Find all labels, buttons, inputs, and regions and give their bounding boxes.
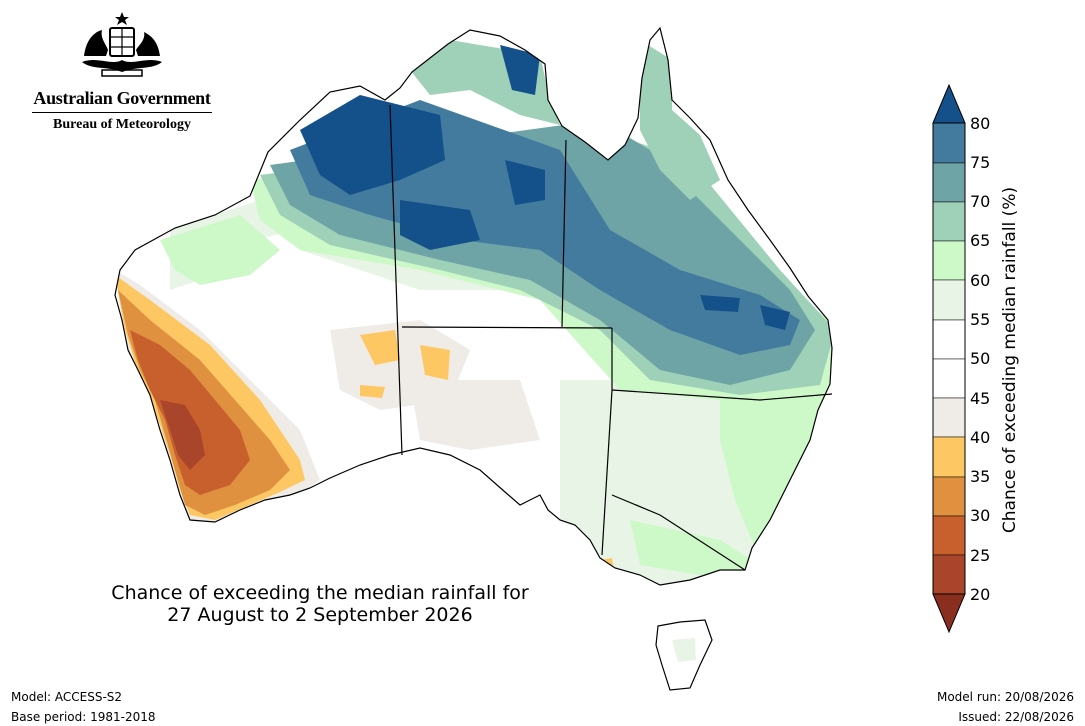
zone-25-30-wa	[130, 330, 250, 495]
zone-35-40-central	[360, 330, 400, 365]
colorbar-tick: 50	[970, 349, 990, 368]
border-nt-sa	[401, 326, 613, 329]
colorbar-40-45	[932, 397, 966, 438]
state-borders	[389, 104, 833, 571]
colorbar-25-30	[932, 515, 966, 556]
zone-55-60-north-west	[170, 200, 620, 350]
colorbar-tick: 75	[970, 153, 990, 172]
zone-80-plus-nt	[400, 200, 480, 250]
zone-35-40-central-east	[420, 345, 450, 380]
model-name: Model: ACCESS-S2	[11, 690, 123, 704]
colorbar-tick: 40	[970, 428, 990, 447]
colorbar-frame	[932, 122, 966, 595]
colorbar-bottom-arrow	[932, 593, 966, 634]
base-period: Base period: 1981-2018	[11, 710, 156, 724]
zone-60-65-west	[160, 215, 280, 285]
colorbar-tick: 25	[970, 546, 990, 565]
colorbar-tick: 70	[970, 192, 990, 211]
coat-of-arms-icon	[82, 12, 162, 77]
logo-divider	[32, 112, 212, 113]
government-logo: Australian Government Bureau of Meteorol…	[24, 10, 220, 133]
zone-cape-york	[640, 40, 720, 200]
border-qld-nsw	[611, 389, 833, 401]
colorbar: 80 75 70 65 60 55 50 45 40 35 30 25 20 C…	[932, 83, 1020, 634]
zone-80-plus-qld-east	[760, 305, 790, 330]
colorbar-tick: 20	[970, 585, 990, 604]
colorbar-35-40	[932, 436, 966, 478]
colorbar-tick: 30	[970, 506, 990, 525]
colorbar-50-55	[932, 319, 966, 360]
colorbar-label: Chance of exceeding median rainfall (%)	[1000, 187, 1020, 533]
map-title-line2: 27 August to 2 September 2026	[167, 604, 473, 626]
colorbar-70-75	[932, 162, 966, 203]
colorbar-20-25	[932, 554, 966, 595]
colorbar-tick: 80	[970, 114, 990, 133]
colorbar-60-65	[932, 240, 966, 281]
colorbar-tick: 65	[970, 231, 990, 250]
australia-landmass	[114, 26, 833, 691]
zone-35-40-small	[360, 385, 385, 398]
colorbar-top-arrow	[932, 83, 966, 124]
zone-80-plus-gulf	[505, 160, 545, 205]
colorbar-30-35	[932, 476, 966, 517]
coastline	[114, 26, 833, 586]
colorbar-tick: 35	[970, 467, 990, 486]
map-title-line1: Chance of exceeding the median rainfall …	[111, 582, 529, 604]
zone-55-60-tas	[672, 638, 696, 662]
model-run: Model run: 20/08/2026	[936, 690, 1074, 704]
border-wa	[389, 104, 403, 456]
border-nsw-vic	[611, 494, 746, 571]
agency-subtitle: Bureau of Meteorology	[53, 117, 191, 132]
colorbar-tick: 60	[970, 271, 990, 290]
issued-date: Issued: 22/08/2026	[958, 710, 1074, 724]
colorbar-55-60	[932, 279, 966, 321]
zone-40-45-sa	[410, 380, 540, 450]
colorbar-65-70	[932, 201, 966, 242]
colorbar-tick: 55	[970, 310, 990, 329]
zone-arnhem	[500, 45, 540, 95]
border-nt-qld	[561, 139, 567, 328]
zone-80-plus-kimberley	[300, 95, 445, 195]
zone-20-25-wa	[160, 400, 205, 470]
colorbar-45-50	[932, 358, 966, 399]
colorbar-tick: 45	[970, 389, 990, 408]
colorbar-ticks: 80 75 70 65 60 55 50 45 40 35 30 25 20	[970, 114, 990, 604]
zone-80-plus-qld	[700, 295, 740, 312]
map-title: Chance of exceeding the median rainfall …	[60, 582, 580, 626]
colorbar-75-80	[932, 122, 966, 164]
zone-60-65-southeast	[630, 520, 760, 575]
agency-title: Australian Government	[33, 88, 211, 108]
